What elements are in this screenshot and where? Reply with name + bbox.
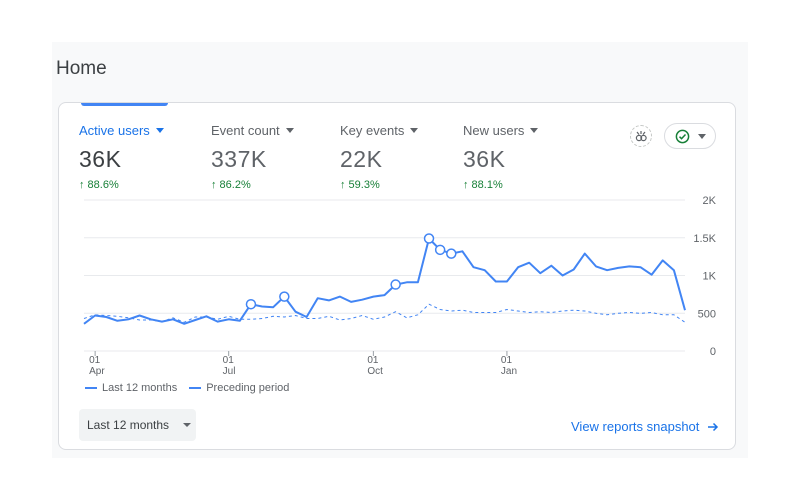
metric-label[interactable]: Key events bbox=[340, 123, 419, 138]
y-tick-label: 500 bbox=[698, 308, 716, 320]
check-circle-icon bbox=[675, 129, 689, 143]
previous-period-line bbox=[83, 303, 686, 323]
metric-label-text: Event count bbox=[211, 123, 280, 138]
metric-value: 22K bbox=[340, 146, 383, 172]
view-reports-snapshot-link[interactable]: View reports snapshot bbox=[571, 419, 719, 434]
metric-change: ↑ 86.2% bbox=[211, 179, 251, 191]
y-tick-label: 0 bbox=[710, 346, 716, 358]
metric-value: 36K bbox=[79, 146, 122, 172]
data-point-marker bbox=[245, 298, 257, 310]
x-tick-month: Jan bbox=[501, 366, 517, 377]
legend-item-current: Last 12 months bbox=[85, 382, 177, 394]
metric-label-text: Key events bbox=[340, 123, 405, 138]
metric-change: ↑ 88.1% bbox=[463, 179, 503, 191]
x-tick-day: 01 bbox=[501, 355, 513, 366]
data-point-marker bbox=[446, 248, 457, 259]
x-tick-day: 01 bbox=[223, 355, 235, 366]
metric-event-count[interactable]: Event count 337K ↑ 86.2% bbox=[211, 123, 294, 191]
x-tick-day: 01 bbox=[367, 355, 379, 366]
data-point-marker bbox=[279, 291, 290, 302]
metric-label-text: Active users bbox=[79, 123, 150, 138]
chevron-down-icon bbox=[697, 133, 706, 139]
compare-menu-button[interactable] bbox=[664, 123, 716, 149]
chevron-down-icon bbox=[285, 128, 294, 133]
data-point-marker bbox=[390, 279, 401, 290]
metric-active-users[interactable]: Active users 36K ↑ 88.6% bbox=[79, 123, 164, 191]
metric-change: ↑ 59.3% bbox=[340, 179, 380, 191]
view-link-label: View reports snapshot bbox=[571, 419, 700, 434]
current-period-line bbox=[83, 237, 686, 325]
y-tick-label: 1K bbox=[703, 271, 717, 283]
x-tick-month: Jul bbox=[223, 366, 236, 377]
x-tick-month: Apr bbox=[89, 366, 105, 377]
legend-label: Last 12 months bbox=[102, 382, 178, 394]
metric-label[interactable]: New users bbox=[463, 123, 539, 138]
legend-label: Preceding period bbox=[206, 382, 290, 394]
active-metric-indicator bbox=[81, 103, 168, 106]
overview-card: Active users 36K ↑ 88.6% Event count 337… bbox=[58, 102, 736, 450]
arrow-right-icon bbox=[708, 422, 719, 431]
insights-button[interactable] bbox=[630, 125, 652, 147]
chevron-down-icon bbox=[410, 128, 419, 133]
metric-label[interactable]: Event count bbox=[211, 123, 294, 138]
legend-item-previous: Preceding period bbox=[189, 382, 289, 394]
chevron-down-icon bbox=[155, 128, 164, 133]
metric-new-users[interactable]: New users 36K ↑ 88.1% bbox=[463, 123, 539, 191]
data-point-marker bbox=[423, 233, 435, 244]
metric-value: 36K bbox=[463, 146, 506, 172]
y-tick-label: 2K bbox=[703, 195, 717, 207]
chart-legend: Last 12 months Preceding period bbox=[85, 382, 289, 394]
insights-icon bbox=[635, 131, 647, 142]
chevron-down-icon bbox=[183, 423, 192, 427]
x-tick-day: 01 bbox=[89, 355, 101, 366]
legend-dashed-swatch bbox=[189, 387, 202, 389]
metric-label[interactable]: Active users bbox=[79, 123, 164, 138]
y-tick-label: 1.5K bbox=[693, 233, 716, 245]
date-range-label: Last 12 months bbox=[87, 418, 170, 432]
page-title: Home bbox=[56, 58, 107, 79]
chevron-down-icon bbox=[530, 128, 539, 133]
metric-label-text: New users bbox=[463, 123, 525, 138]
metric-value: 337K bbox=[211, 146, 267, 172]
data-point-marker bbox=[434, 244, 446, 256]
metric-change: ↑ 88.6% bbox=[79, 179, 119, 191]
date-range-dropdown[interactable]: Last 12 months bbox=[79, 409, 196, 441]
x-tick-month: Oct bbox=[367, 366, 383, 377]
legend-solid-swatch bbox=[85, 387, 97, 389]
metric-key-events[interactable]: Key events 22K ↑ 59.3% bbox=[340, 123, 419, 191]
